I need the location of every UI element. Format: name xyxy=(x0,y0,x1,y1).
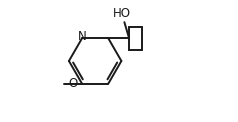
Text: HO: HO xyxy=(112,7,130,20)
Text: O: O xyxy=(68,77,77,90)
Text: N: N xyxy=(78,30,87,43)
